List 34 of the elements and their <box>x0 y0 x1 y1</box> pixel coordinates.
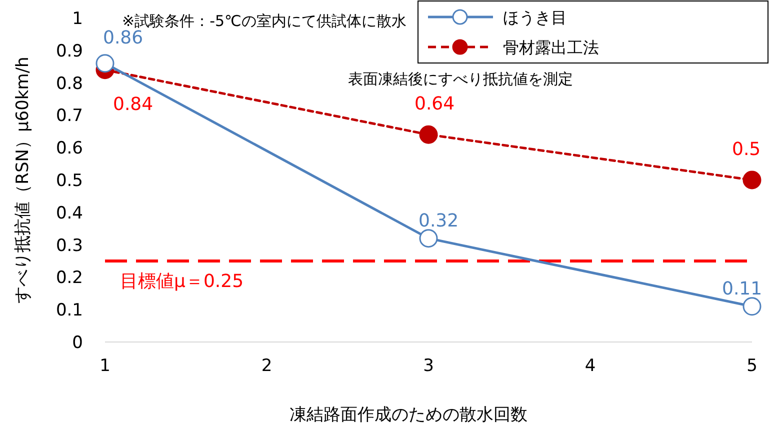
data-label: 0.11 <box>722 278 762 300</box>
y-tick-label: 0 <box>72 333 83 353</box>
y-tick-label: 0.7 <box>56 106 83 126</box>
x-axis-title: 凍結路面作成のための散水回数 <box>290 405 528 425</box>
point <box>96 54 114 73</box>
y-tick-label: 0.5 <box>56 171 83 191</box>
annotation: ※試験条件：-5℃の室内にて供試体に散水 <box>122 12 406 30</box>
data-label: 0.5 <box>732 139 761 160</box>
y-tick-label: 0.2 <box>56 268 83 288</box>
y-tick-label: 1 <box>72 9 83 29</box>
data-label: 0.86 <box>103 27 144 48</box>
point <box>742 297 762 316</box>
x-tick-label: 3 <box>423 356 434 376</box>
data-label: 0.32 <box>418 210 459 232</box>
point <box>742 170 762 190</box>
y-tick-label: 0.9 <box>56 41 83 62</box>
annotation: 表面凍結後にすべり抵抗値を測定 <box>348 70 573 88</box>
legend-label: ほうき目 <box>503 8 567 27</box>
x-tick-label: 1 <box>100 356 110 376</box>
legend-label: 骨材露出工法 <box>503 38 599 57</box>
data-label: 0.84 <box>113 94 154 115</box>
ref-line-label: 目標値μ＝0.25 <box>120 271 244 292</box>
x-tick-label: 4 <box>584 356 596 376</box>
x-tick-label: 2 <box>261 356 272 376</box>
y-tick-label: 0.3 <box>56 236 83 256</box>
data-label: 0.64 <box>414 94 455 115</box>
y-tick-label: 0.8 <box>56 74 83 94</box>
y-tick-label: 0.4 <box>56 203 83 224</box>
y-axis-title: すべり抵抗値（RSN）μ60km/h <box>13 56 33 304</box>
y-tick-label: 0.1 <box>56 300 83 321</box>
point <box>419 229 438 248</box>
x-tick-label: 5 <box>746 356 758 376</box>
point <box>419 125 438 144</box>
y-tick-label: 0.6 <box>56 138 83 159</box>
